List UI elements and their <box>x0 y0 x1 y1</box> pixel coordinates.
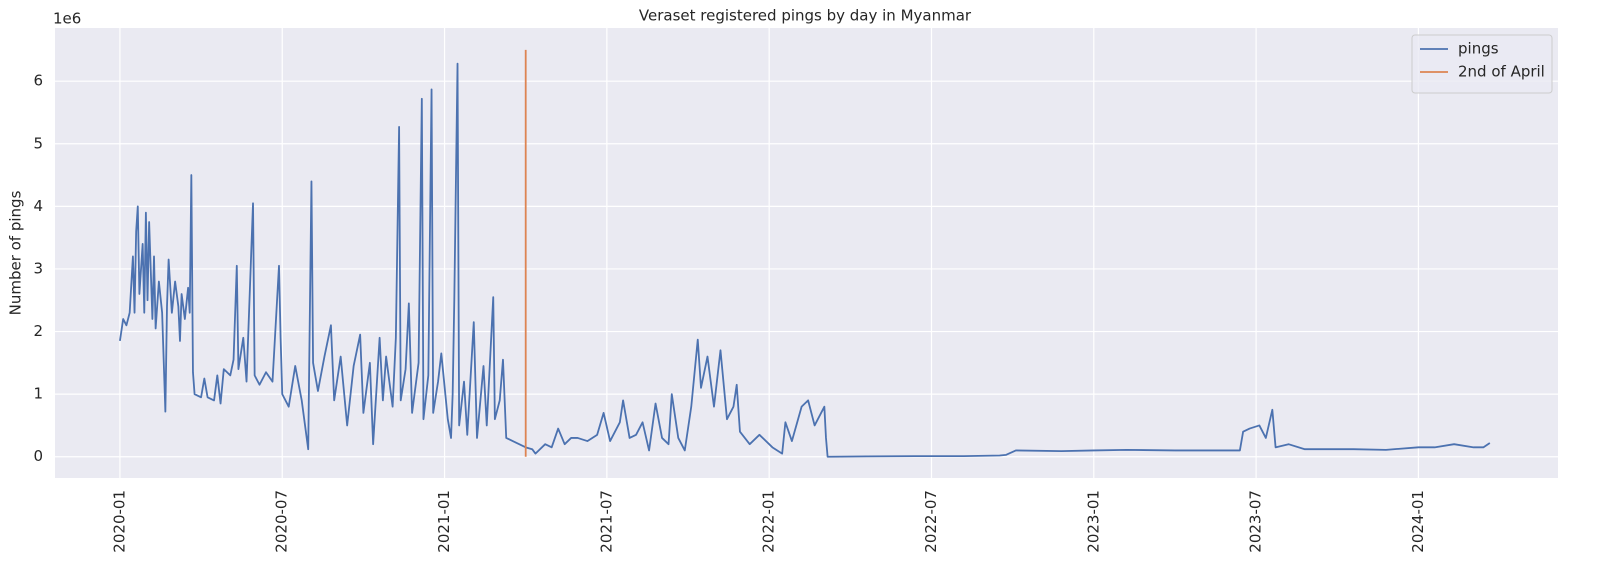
y-axis-label: Number of pings <box>7 190 25 315</box>
y-tick-label: 4 <box>33 197 43 215</box>
y-offset-label: 1e6 <box>53 10 81 28</box>
x-tick-label: 2020-01 <box>110 490 128 553</box>
x-tick-label: 2020-07 <box>273 490 291 553</box>
legend: pings 2nd of April <box>1411 34 1553 94</box>
x-tick-label: 2023-01 <box>1084 490 1102 553</box>
y-tick-label: 6 <box>33 72 43 90</box>
x-tick-label: 2024-01 <box>1409 490 1427 553</box>
legend-label: pings <box>1458 40 1499 58</box>
line <box>119 62 1491 458</box>
marks <box>119 49 1491 458</box>
y-tick-label: 3 <box>33 259 43 277</box>
x-tick-label: 2021-07 <box>597 490 615 553</box>
legend-label: 2nd of April <box>1458 63 1545 81</box>
x-tick-label: 2022-07 <box>922 490 940 553</box>
y-tick-label: 5 <box>33 134 43 152</box>
y-tick-label: 2 <box>33 322 43 340</box>
chart-title: Veraset registered pings by day in Myanm… <box>639 7 972 25</box>
x-tick-label: 2021-01 <box>435 490 453 553</box>
grid <box>55 28 1558 478</box>
plot-area <box>55 28 1558 478</box>
y-tick-label: 1 <box>33 385 43 403</box>
y-tick-label: 0 <box>33 447 43 465</box>
x-tick-label: 2022-01 <box>760 490 778 553</box>
x-tick-label: 2023-07 <box>1247 490 1265 553</box>
